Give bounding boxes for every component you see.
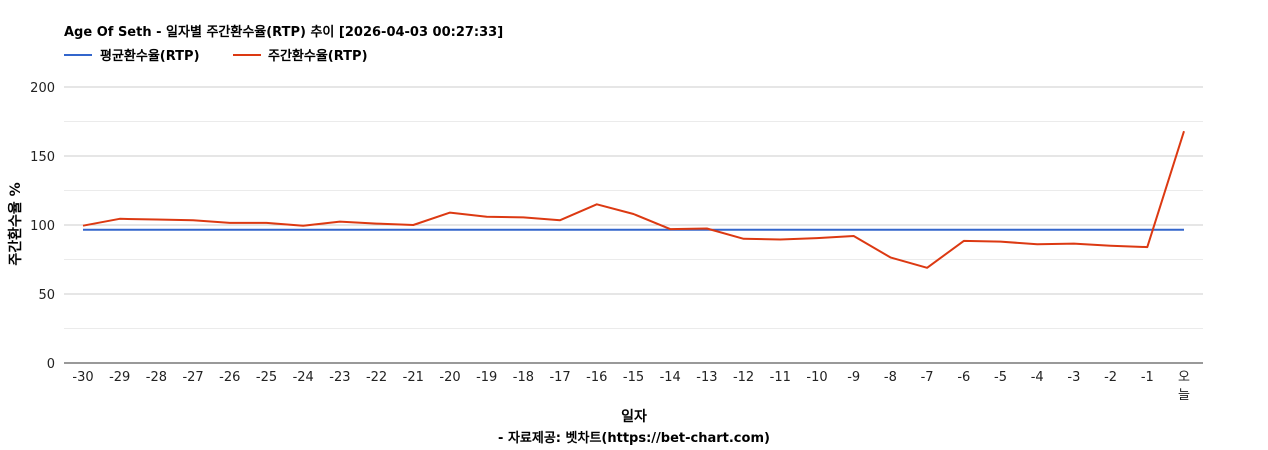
x-axis-ticks: -30 -29 -28 -27 -26 -25 -24 -23 -22 -21 -20 -19 -18-…: [72, 370, 1190, 403]
x-tick-label: -28: [146, 370, 167, 385]
x-tick-label: -10: [806, 370, 827, 385]
y-tick-label: 150: [30, 150, 55, 165]
y-tick-label: 0: [47, 357, 55, 372]
legend: 평균환수율(RTP) 주간환수율(RTP): [64, 48, 368, 64]
x-tick-label: -8: [884, 370, 897, 385]
x-tick-label: -14: [660, 370, 681, 385]
y-tick-label: 100: [30, 219, 55, 234]
x-tick-label: -6: [957, 370, 970, 385]
x-tick-label: -19: [476, 370, 497, 385]
x-tick-label: -2: [1104, 370, 1117, 385]
x-tick-label: -25: [256, 370, 277, 385]
x-tick-label: -24: [293, 370, 314, 385]
chart-title: Age Of Seth - 일자별 주간환수율(RTP) 추이 [2026-04…: [64, 24, 503, 40]
x-axis-label: 일자: [621, 409, 647, 425]
x-tick-label: -15: [623, 370, 644, 385]
x-tick-label: -26: [219, 370, 240, 385]
source-footer: - 자료제공: 벳차트(https://bet-chart.com): [498, 430, 770, 446]
gridlines: [64, 86, 1203, 364]
x-tick-label: -12: [733, 370, 754, 385]
x-tick-label: -27: [182, 370, 203, 385]
x-tick-label: -30: [72, 370, 93, 385]
series-line-weekly: [82, 130, 1185, 269]
x-tick-label: -1: [1141, 370, 1154, 385]
series-lines: [82, 130, 1185, 269]
x-tick-label: -9: [847, 370, 860, 385]
legend-label-weekly: 주간환수율(RTP): [268, 48, 368, 64]
x-tick-label: -23: [329, 370, 350, 385]
y-axis-label: 주간환수율 %: [7, 182, 24, 265]
x-tick-label: -13: [696, 370, 717, 385]
x-tick-label: -22: [366, 370, 387, 385]
x-tick-label: -5: [994, 370, 1007, 385]
y-tick-label: 50: [38, 288, 55, 303]
x-tick-label: -21: [403, 370, 424, 385]
x-tick-label: -18: [513, 370, 534, 385]
y-axis-ticks: 0 50 100 150 200: [30, 81, 55, 372]
x-tick-label: -11: [770, 370, 791, 385]
x-tick-label: -16: [586, 370, 607, 385]
x-tick-label: -29: [109, 370, 130, 385]
x-tick-label: -7: [921, 370, 934, 385]
x-tick-label: -17: [549, 370, 570, 385]
legend-label-average: 평균환수율(RTP): [100, 48, 200, 64]
y-tick-label: 200: [30, 81, 55, 96]
x-tick-label: -20: [439, 370, 460, 385]
x-tick-label: -4: [1031, 370, 1044, 385]
x-tick-label: -3: [1067, 370, 1080, 385]
